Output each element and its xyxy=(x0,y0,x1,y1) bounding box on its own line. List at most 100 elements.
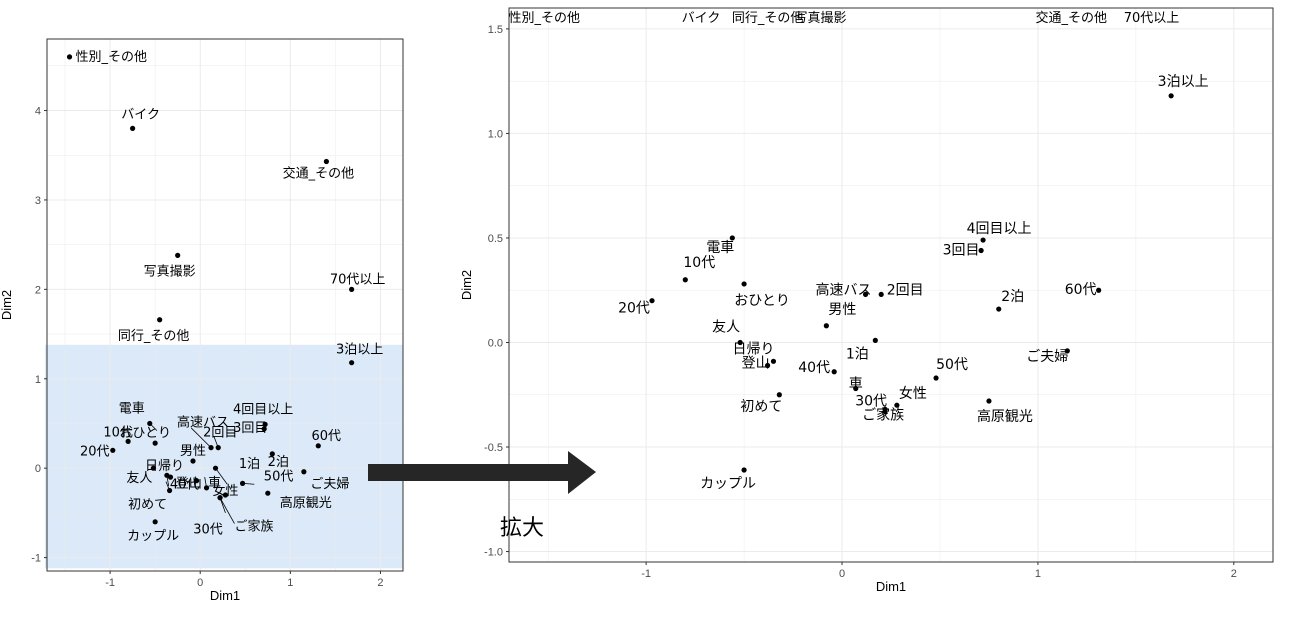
y-tick-label: 3 xyxy=(35,195,41,207)
top-clipped-label: 性別_その他 xyxy=(509,11,581,26)
point-label: 70代以上 xyxy=(330,272,386,287)
data-point xyxy=(269,451,275,457)
plot-border xyxy=(46,38,404,572)
point-label: 写真撮影 xyxy=(144,263,196,279)
zoom-arrow-shaft xyxy=(368,464,570,481)
data-point xyxy=(217,495,223,501)
point-label: 60代 xyxy=(1065,282,1097,298)
point-label: 2泊 xyxy=(1001,289,1024,305)
point-label: 10代 xyxy=(103,425,133,440)
data-point xyxy=(682,277,688,283)
data-point xyxy=(878,291,884,298)
data-point xyxy=(980,237,986,243)
point-label: 3回目 xyxy=(233,421,267,436)
point-label: ご夫婦 xyxy=(1026,348,1068,365)
data-point xyxy=(208,445,214,451)
leader-line xyxy=(190,427,212,448)
point-label: おひとり xyxy=(119,426,171,441)
y-tick-label: 0.5 xyxy=(488,233,503,245)
data-point xyxy=(737,339,743,346)
data-point xyxy=(152,519,158,525)
data-point xyxy=(831,369,837,375)
point-label: ご家族 xyxy=(235,519,274,535)
data-point xyxy=(729,235,735,241)
point-label: 30代 xyxy=(855,393,887,409)
zoom-label: 拡大 xyxy=(500,516,544,541)
x-tick-label: 0 xyxy=(839,568,845,580)
x-axis-title: Dim1 xyxy=(210,588,240,603)
point-label: 2回目 xyxy=(887,282,924,298)
data-point xyxy=(741,281,747,287)
data-point xyxy=(882,408,888,415)
zoomed-view-chart: -1 0 1 2 -1.0 -0.5 0.0 0.5 1.0 1.5 Dim1 Dim2 性別_その他 バ… xyxy=(459,7,1274,594)
data-point xyxy=(301,469,307,475)
data-point xyxy=(215,445,221,451)
point-label: カップル xyxy=(127,529,179,544)
y-tick-label: 1.0 xyxy=(488,128,503,140)
data-point xyxy=(894,402,900,408)
data-point xyxy=(212,465,219,471)
data-point xyxy=(315,443,321,449)
point-label: 3泊以上 xyxy=(1158,74,1209,90)
x-tick-label: 0 xyxy=(197,577,203,589)
point-label: 20代 xyxy=(80,444,110,459)
y-axis-title: Dim2 xyxy=(459,270,474,300)
point-label: 高速バス xyxy=(816,281,872,298)
data-point xyxy=(1064,348,1070,354)
data-point xyxy=(194,478,200,484)
y-tick-label: 1.5 xyxy=(488,24,503,36)
data-point xyxy=(349,286,355,292)
point-label: バイク xyxy=(121,107,160,122)
data-point xyxy=(265,490,271,496)
point-label: 電車 xyxy=(706,239,734,256)
data-point xyxy=(323,158,329,165)
point-label: 4回目以上 xyxy=(967,221,1032,237)
point-label: 電車 xyxy=(119,401,145,416)
data-point xyxy=(853,385,859,392)
point-label: 30代 xyxy=(193,523,223,538)
point-label: 友人 xyxy=(712,319,740,335)
data-point xyxy=(147,420,153,427)
leader-line xyxy=(219,497,235,524)
zoom-annotation: 拡大 xyxy=(368,451,596,541)
point-label: 4回目以上 xyxy=(233,402,293,417)
point-label: 50代 xyxy=(936,357,968,373)
point-label: 交通_その他 xyxy=(283,165,355,181)
point-label: 高原観光 xyxy=(977,408,1033,425)
data-point xyxy=(175,252,181,258)
zoom-highlight-region xyxy=(45,344,403,569)
top-clipped-label: 写真撮影 xyxy=(794,10,846,26)
point-label: 友人 xyxy=(126,470,152,486)
data-point xyxy=(222,492,229,498)
data-point xyxy=(1168,93,1174,99)
top-clipped-label: 同行_その他 xyxy=(732,11,804,26)
data-point xyxy=(262,421,268,427)
leader-line xyxy=(219,497,226,514)
x-tick-label: 2 xyxy=(1231,568,1237,580)
data-point xyxy=(166,487,173,494)
point-label: 高速バス xyxy=(177,415,229,431)
x-tick-label: 1 xyxy=(1035,568,1041,580)
point-label: 日帰り xyxy=(732,340,774,357)
top-clipped-label: バイク xyxy=(682,11,721,26)
point-label: 女性 xyxy=(212,483,238,499)
data-point xyxy=(110,447,116,453)
data-point xyxy=(190,458,196,464)
data-point xyxy=(823,323,829,329)
point-label: 車 xyxy=(849,375,863,392)
point-label: 初めて xyxy=(740,398,782,415)
data-point xyxy=(261,426,267,432)
point-label: 10代 xyxy=(683,255,715,271)
point-label: 20代 xyxy=(618,301,650,317)
y-tick-label: -1.0 xyxy=(484,547,503,559)
y-tick-label: 0 xyxy=(35,463,41,475)
data-point xyxy=(764,362,771,369)
data-point xyxy=(164,472,170,478)
point-label: 登山 xyxy=(176,476,202,491)
y-tick-label: 4 xyxy=(35,106,41,118)
zoom-arrow-head xyxy=(568,451,596,494)
y-tick-label: 2 xyxy=(35,284,41,296)
point-label: 性別_その他 xyxy=(76,50,148,65)
